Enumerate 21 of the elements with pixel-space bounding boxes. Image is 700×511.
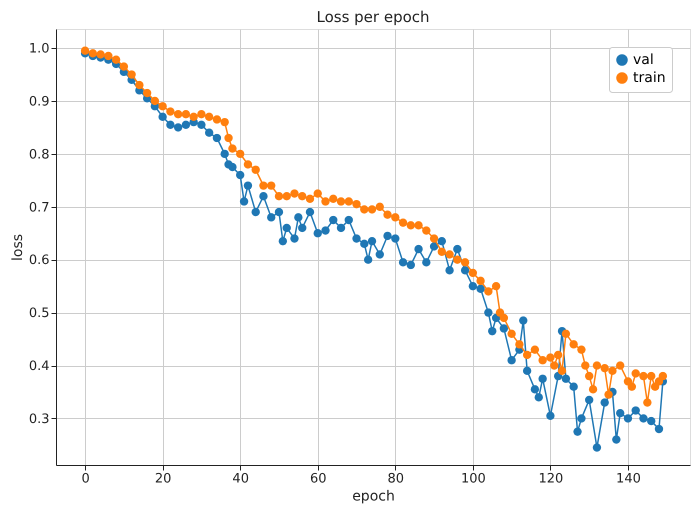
y-axis-title: loss (10, 234, 26, 262)
chart-title: Loss per epoch (316, 8, 430, 26)
x-tick-label: 40 (232, 472, 249, 486)
x-tick-label: 0 (81, 472, 90, 486)
y-tick-label: 0.4 (28, 359, 50, 374)
legend-label: val (633, 52, 654, 68)
x-axis-title: epoch (352, 488, 395, 504)
y-tick-label: 0.5 (28, 306, 50, 322)
y-tick-label: 0.6 (28, 253, 50, 268)
x-tick-label: 100 (460, 472, 486, 486)
y-tick-label: 0.9 (28, 94, 50, 110)
x-tick-label: 80 (388, 472, 404, 486)
y-tick-label: 0.8 (28, 147, 50, 162)
x-tick-label: 60 (310, 472, 327, 486)
y-tick-label: 0.7 (28, 200, 50, 216)
x-tick-label: 20 (154, 472, 172, 486)
y-tick-label: 1.0 (28, 42, 50, 57)
x-tick-label: 140 (616, 472, 641, 486)
x-tick-label: 120 (538, 472, 564, 486)
y-tick-label: 0.3 (28, 412, 50, 427)
legend-label: train (633, 70, 666, 86)
